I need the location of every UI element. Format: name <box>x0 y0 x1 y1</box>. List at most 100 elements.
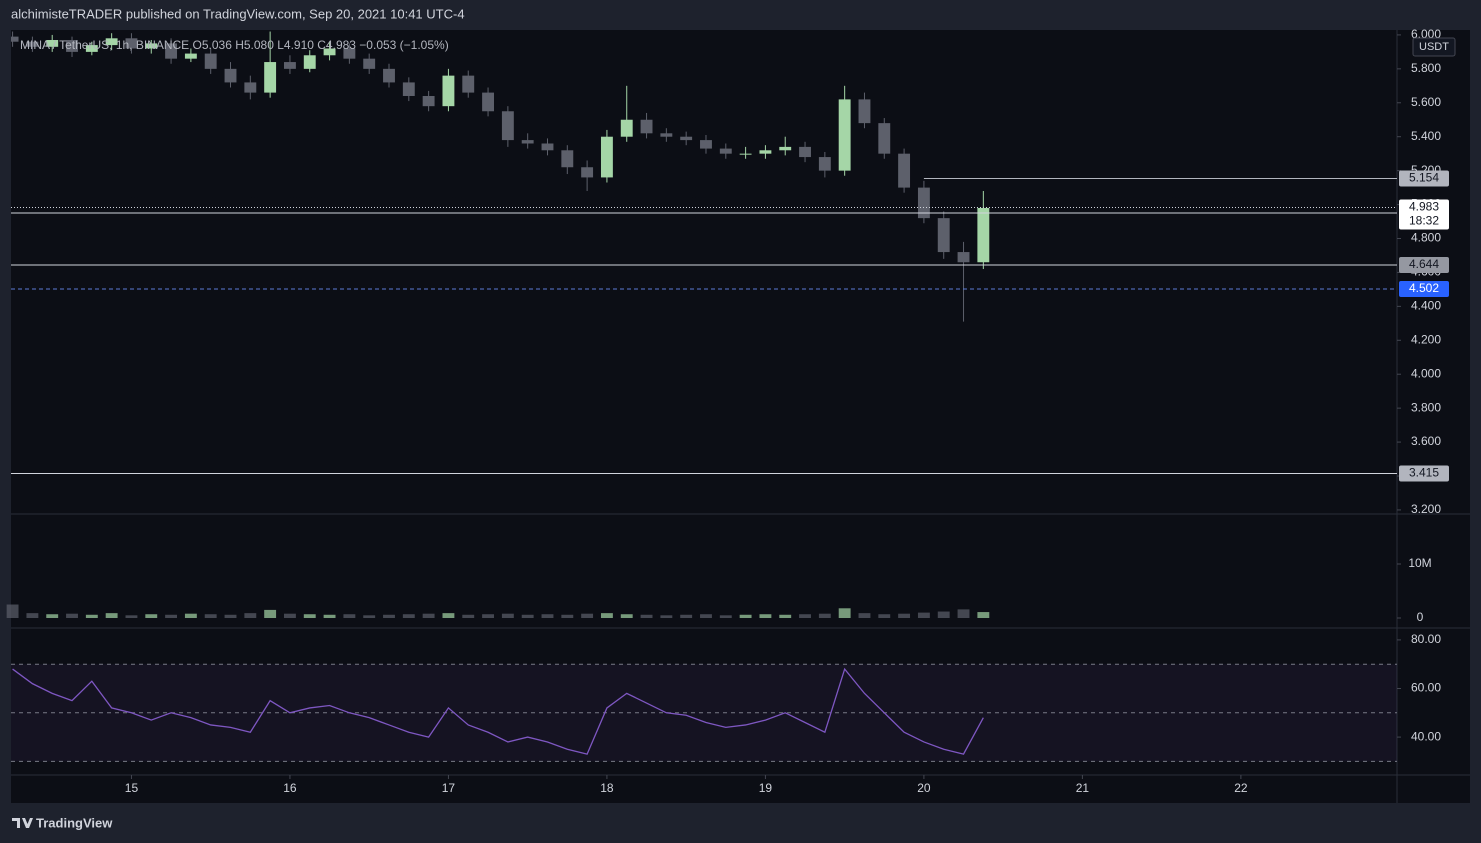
candle-body <box>779 146 792 151</box>
candle-body <box>482 92 494 112</box>
volume-bar <box>501 613 514 619</box>
candle-body <box>244 82 257 93</box>
volume-bar <box>145 614 158 619</box>
candle-body <box>600 136 613 178</box>
y-tick-label: 5.600 <box>1411 95 1441 109</box>
volume-bar <box>125 615 138 619</box>
y-tick-label: 5.800 <box>1411 61 1441 75</box>
x-tick-label: 22 <box>1234 781 1248 795</box>
volume-bar <box>224 614 237 619</box>
volume-bar <box>521 614 534 619</box>
candle-body <box>184 53 197 59</box>
volume-bar <box>264 609 277 619</box>
volume-bar <box>204 614 217 619</box>
volume-bar <box>343 614 356 619</box>
volume-bar <box>719 615 732 619</box>
volume-bar <box>442 613 455 619</box>
x-tick-label: 21 <box>1076 781 1090 795</box>
candle-body <box>977 207 990 263</box>
volume-bar <box>660 615 673 619</box>
candle-body <box>719 148 732 154</box>
volume-bar <box>700 614 712 619</box>
candle-body <box>284 62 296 69</box>
candle-body <box>66 40 78 52</box>
volume-bar <box>680 614 693 619</box>
rsi-tick-label: 80.00 <box>1411 632 1441 646</box>
last-price-tag <box>1399 199 1449 230</box>
rsi-tick-label: 40.00 <box>1411 729 1441 743</box>
volume-bar <box>759 614 772 619</box>
volume-bar <box>818 613 831 619</box>
candle-body <box>363 58 376 69</box>
candle-body <box>145 43 158 49</box>
brand: TradingView <box>36 815 113 830</box>
candle-body <box>501 111 514 141</box>
candle-body <box>640 119 653 134</box>
candle-body <box>759 150 772 154</box>
header: alchimisteTRADER published on TradingVie… <box>11 6 465 21</box>
volume-bar <box>363 615 376 619</box>
volume-bar <box>898 613 911 619</box>
countdown: 18:32 <box>1409 214 1439 228</box>
candle-body <box>700 140 712 149</box>
volume-bar <box>858 613 871 619</box>
candle-body <box>957 252 970 263</box>
x-tick-label: 19 <box>759 781 773 795</box>
volume-bar <box>184 613 197 619</box>
y-tick-label: 4.800 <box>1411 231 1441 245</box>
volume-bar <box>620 614 633 619</box>
candle-body <box>620 119 633 137</box>
candle-body <box>680 136 693 141</box>
candle-body <box>799 146 811 158</box>
y-tick-label: 3.600 <box>1411 434 1441 448</box>
currency: USDT <box>1419 41 1449 53</box>
volume-bar <box>6 604 19 619</box>
y-tick-label: 3.200 <box>1411 502 1441 516</box>
candle-body <box>462 75 475 93</box>
brand-logo <box>12 818 33 828</box>
y-tick-label: 4.400 <box>1411 299 1441 313</box>
candle-body <box>818 157 831 171</box>
level-tag-label: 4.502 <box>1409 281 1439 295</box>
x-tick-label: 20 <box>917 781 931 795</box>
volume-bar <box>323 614 336 619</box>
volume-bar <box>105 613 118 619</box>
candle-body <box>204 53 217 69</box>
candle-body <box>85 45 98 52</box>
candle-body <box>323 48 336 56</box>
y-tick-label: 4.200 <box>1411 332 1441 346</box>
candle-body <box>26 41 39 47</box>
y-tick-label: 5.400 <box>1411 129 1441 143</box>
level-tag <box>1399 281 1449 298</box>
volume-bar <box>779 614 792 619</box>
currency-box <box>1412 37 1456 57</box>
volume-bar <box>462 614 475 619</box>
volume-bar <box>422 613 435 619</box>
last-price-label: 4.983 <box>1409 200 1439 214</box>
candle-body <box>125 38 138 49</box>
volume-bar <box>937 611 950 619</box>
candle-body <box>46 40 59 47</box>
candle-body <box>917 187 930 219</box>
level-tag-label: 3.415 <box>1409 466 1439 480</box>
volume-tick-label: 0 <box>1417 610 1424 624</box>
candle-body <box>402 82 415 96</box>
candle-body <box>581 167 594 178</box>
volume-bar <box>640 614 653 619</box>
candle-body <box>343 48 356 59</box>
volume-bar <box>165 614 178 619</box>
volume-bar <box>26 613 39 619</box>
level-tag-label: 5.154 <box>1409 171 1439 185</box>
candles <box>11 31 990 322</box>
candle-body <box>878 123 891 154</box>
volume-bar <box>541 614 554 619</box>
volume-bar <box>303 614 316 619</box>
volume-bar <box>917 612 930 619</box>
volume-bar <box>46 614 59 619</box>
chart-area <box>11 30 1470 803</box>
level-tag <box>1399 256 1449 273</box>
volume-bar <box>561 614 574 619</box>
candle-body <box>442 75 455 107</box>
